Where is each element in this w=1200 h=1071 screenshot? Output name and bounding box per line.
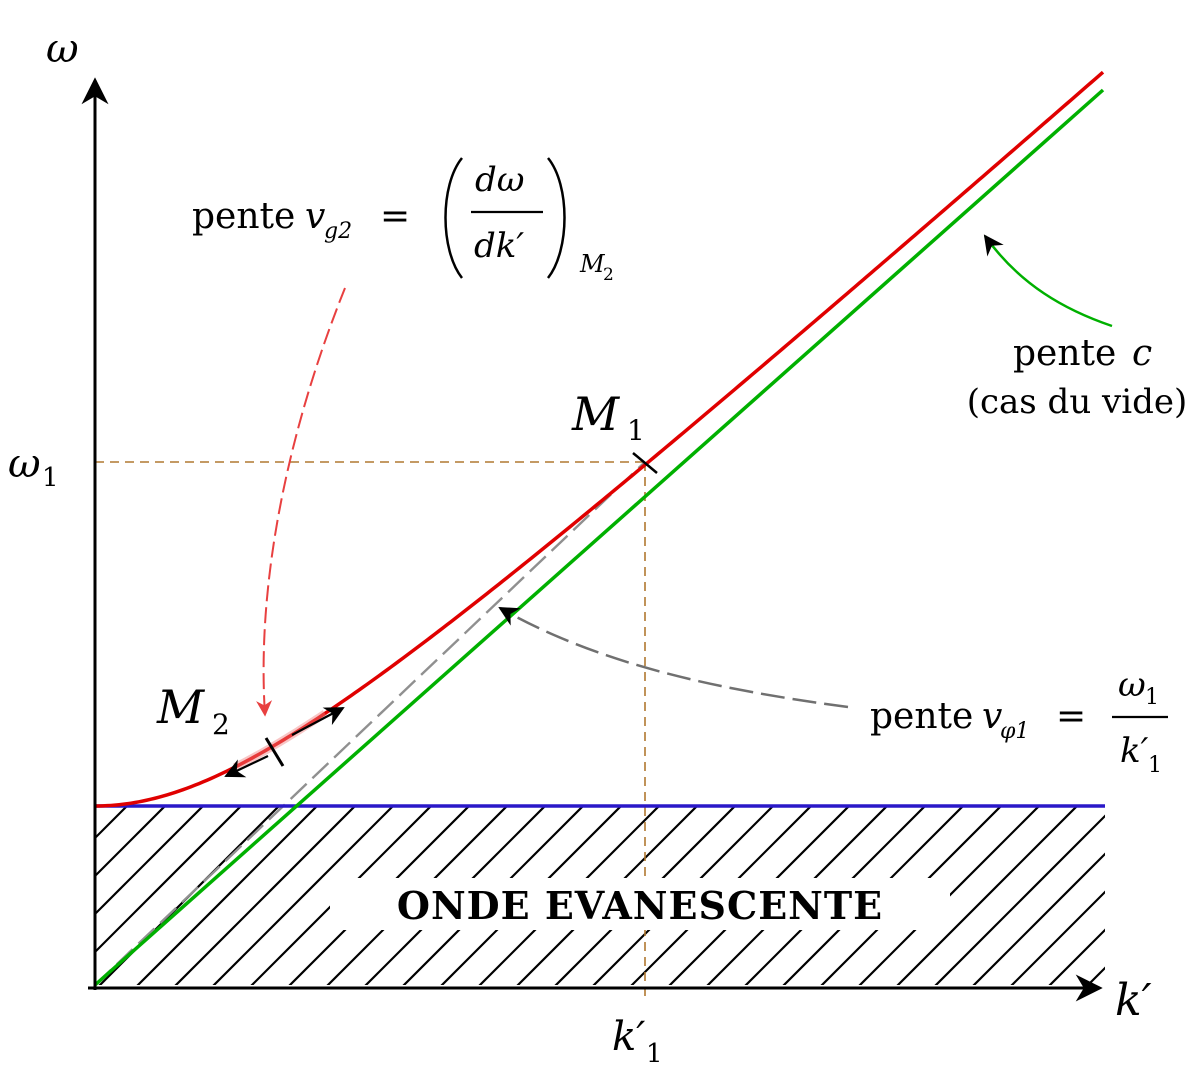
- vg2-left-paren: [444, 157, 463, 279]
- m1-tick: [632, 452, 658, 474]
- hatch-line: [95, 806, 205, 916]
- svg-text:g2: g2: [324, 219, 352, 244]
- hatch-line: [1086, 966, 1105, 985]
- svg-text:c: c: [1132, 333, 1152, 374]
- hatch-line: [95, 806, 129, 840]
- phase-velocity-line: [94, 461, 646, 986]
- hatch-line: [95, 806, 167, 878]
- svg-text:dk′: dk′: [474, 226, 524, 266]
- vg2-right-paren: [547, 157, 566, 279]
- svg-text:1: 1: [1145, 685, 1159, 710]
- svg-text:=: =: [380, 196, 410, 237]
- svg-text:1: 1: [646, 1039, 663, 1069]
- svg-text:ω: ω: [8, 441, 41, 487]
- vacuum-line: [93, 88, 1105, 987]
- vg2-pointer-arrow: [256, 287, 346, 717]
- svg-text:k′: k′: [1120, 731, 1149, 771]
- hatch-line: [972, 852, 1105, 985]
- y-axis-label: ω: [46, 26, 79, 72]
- hatch-line: [934, 814, 1105, 985]
- c-annotation: pente c (cas du vide): [967, 333, 1188, 422]
- svg-text:2: 2: [212, 708, 230, 741]
- svg-text:2: 2: [603, 265, 614, 285]
- hatch-line: [1111, 790, 1200, 1000]
- svg-text:k′: k′: [612, 1014, 645, 1060]
- hatch-line: [1010, 890, 1105, 985]
- tangent-arrow-down: [224, 755, 269, 778]
- vg2-annotation: pente v g2 = dω dk′ M 2: [192, 157, 614, 285]
- svg-text:ω: ω: [1118, 665, 1146, 705]
- svg-text:M: M: [571, 387, 621, 441]
- m2-label: M 2: [156, 680, 230, 741]
- hatch-line: [212, 806, 395, 985]
- svg-text:pente: pente: [192, 196, 295, 237]
- hatch-line: [174, 806, 357, 985]
- c-pointer-arrow: [983, 234, 1113, 328]
- svg-text:1: 1: [627, 414, 645, 447]
- vphi-pointer-arrow: [498, 606, 849, 709]
- svg-text:M: M: [579, 250, 606, 278]
- tangent-highlight: [233, 710, 328, 771]
- svg-text:M: M: [156, 680, 206, 734]
- svg-text:=: =: [1056, 696, 1086, 737]
- m2-tick: [264, 737, 285, 767]
- x-axis-label: k′: [1115, 975, 1152, 1026]
- svg-text:v: v: [982, 696, 1002, 737]
- svg-text:φ1: φ1: [1000, 719, 1029, 744]
- omega1-label: ω 1: [8, 441, 59, 493]
- dispersion-curve: [94, 70, 1105, 808]
- zone-label-background: [330, 878, 950, 930]
- m1-label: M 1: [571, 387, 645, 447]
- svg-text:v: v: [305, 196, 325, 237]
- tangent-arrow-up: [291, 707, 345, 736]
- vphi1-annotation: pente v φ1 = ω 1 k′ 1: [870, 665, 1168, 778]
- svg-text:(cas du vide): (cas du vide): [967, 382, 1188, 422]
- hatch-line: [1048, 928, 1105, 985]
- hatch-line: [136, 806, 319, 985]
- k1-label: k′ 1: [612, 1014, 663, 1069]
- zone-label: ONDE EVANESCENTE: [397, 883, 883, 928]
- hatch-line: [0, 790, 105, 1000]
- svg-text:1: 1: [42, 463, 59, 493]
- svg-text:1: 1: [1148, 753, 1162, 778]
- svg-text:dω: dω: [475, 160, 525, 200]
- svg-text:pente: pente: [1013, 333, 1116, 374]
- svg-text:pente: pente: [870, 696, 973, 737]
- hatch-line: [896, 806, 1079, 985]
- hatch-line: [95, 806, 243, 954]
